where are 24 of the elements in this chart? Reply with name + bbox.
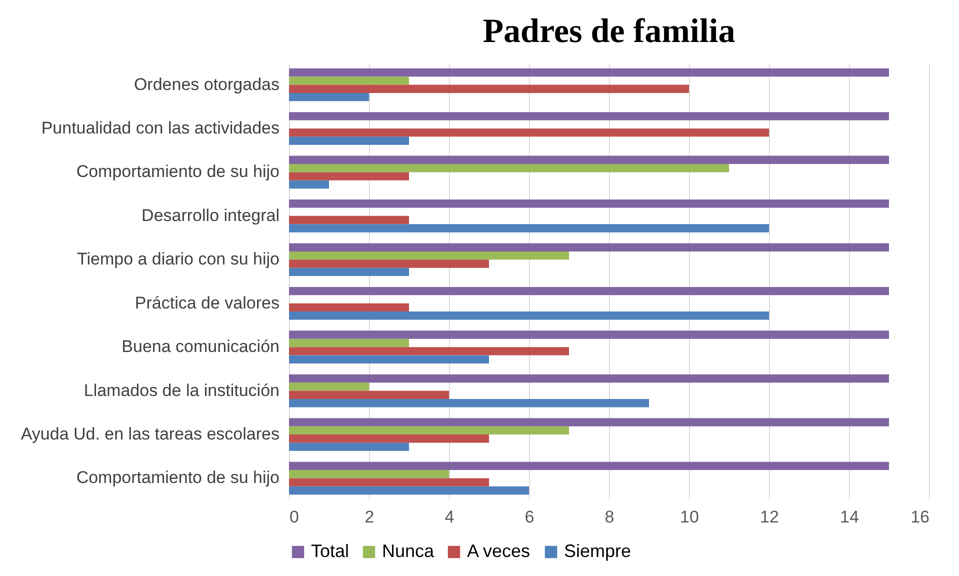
- x-tick-label: 10: [680, 508, 699, 526]
- x-tick-label: 2: [364, 508, 374, 526]
- y-tick-label: Ayuda Ud. en las tareas escolares: [20, 424, 280, 444]
- y-tick-label: Ordenes otorgadas: [134, 74, 280, 94]
- legend-label: Siempre: [564, 541, 632, 561]
- y-tick-label: Comportamiento de su hijo: [76, 468, 280, 488]
- y-tick-label: Comportamiento de su hijo: [76, 162, 280, 182]
- x-tick-label: 6: [524, 508, 534, 526]
- x-tick-label: 16: [910, 508, 930, 526]
- legend-label: A veces: [467, 541, 530, 561]
- x-tick-label: 0: [290, 508, 299, 526]
- y-tick-label: Buena comunicación: [122, 337, 280, 356]
- y-tick-label: Práctica de valores: [134, 293, 280, 312]
- x-tick-label: 14: [840, 508, 859, 526]
- y-tick-label: Llamados de la institución: [84, 380, 280, 400]
- y-tick-label: Tiempo a diario con su hijo: [76, 250, 280, 269]
- y-tick-label: Desarrollo integral: [142, 206, 280, 225]
- x-tick-label: 12: [760, 508, 779, 526]
- chart-title: Padres de familia: [482, 13, 736, 50]
- legend-label: Nunca: [382, 541, 436, 561]
- legend-label: Total: [311, 541, 350, 561]
- y-tick-label: Puntualidad con las actividades: [41, 118, 280, 138]
- x-tick-label: 8: [604, 508, 614, 526]
- x-tick-label: 4: [444, 508, 454, 526]
